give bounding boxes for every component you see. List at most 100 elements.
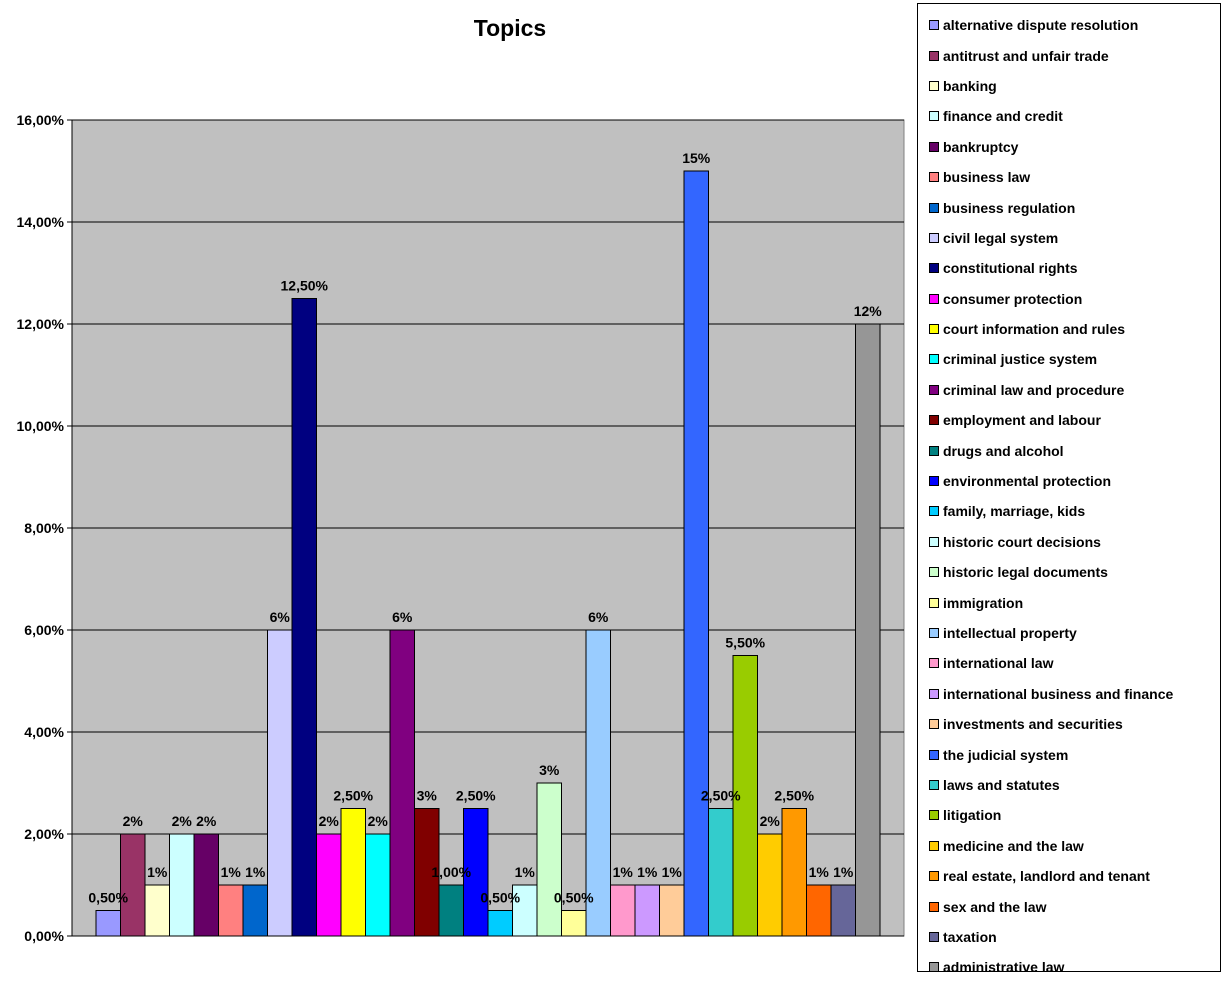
bar-data-label: 1% <box>245 864 266 880</box>
bar-data-label: 2% <box>368 813 389 829</box>
legend-label: bankruptcy <box>943 138 1019 155</box>
legend-label: intellectual property <box>943 625 1077 641</box>
legend-swatch <box>929 20 939 31</box>
legend-swatch <box>929 688 939 699</box>
legend-item: historic court decisions <box>918 527 1220 557</box>
bar-data-label: 2% <box>319 813 340 829</box>
legend-swatch <box>929 476 939 487</box>
legend-label: sex and the law <box>943 898 1047 915</box>
bar-data-label: 1% <box>221 864 242 880</box>
bar <box>193 833 219 937</box>
bar-data-label: 1% <box>613 864 634 880</box>
legend-swatch <box>929 293 939 304</box>
bar <box>242 884 268 937</box>
legend-item: bankruptcy <box>918 132 1220 162</box>
y-tick-label: 16,00% <box>17 112 65 128</box>
legend-label: immigration <box>943 594 1024 611</box>
legend-item: international law <box>918 648 1220 678</box>
legend-item: court information and rules <box>918 314 1220 344</box>
legend-swatch <box>929 172 939 183</box>
chart-title: Topics <box>474 15 546 41</box>
bar <box>95 910 121 937</box>
legend-label: family, marriage, kids <box>943 503 1086 520</box>
bar <box>144 884 170 937</box>
legend-label: business regulation <box>943 199 1076 216</box>
legend-item: intellectual property <box>918 618 1220 648</box>
legend-item: antitrust and unfair trade <box>918 40 1220 70</box>
bar <box>316 833 342 937</box>
legend-label: administrative law <box>943 959 1065 976</box>
legend-swatch <box>929 445 939 456</box>
legend-label: business law <box>943 169 1031 186</box>
bar-data-label: 0,50% <box>480 890 520 906</box>
legend-swatch <box>929 901 939 912</box>
legend-swatch <box>929 80 939 91</box>
legend-label: antitrust and unfair trade <box>943 47 1109 64</box>
bar-data-label: 2% <box>172 813 193 829</box>
bar-data-label: 3% <box>539 762 560 778</box>
legend-item: immigration <box>918 587 1220 617</box>
legend-label: criminal law and procedure <box>943 381 1125 398</box>
bar <box>732 655 758 937</box>
legend-label: finance and credit <box>943 108 1063 125</box>
y-tick-label: 4,00% <box>24 724 64 740</box>
bar-data-label: 2,50% <box>701 788 741 804</box>
bar <box>438 884 464 937</box>
bar-data-label: 6% <box>270 609 291 625</box>
bar-data-label: 12% <box>854 303 883 319</box>
legend-item: administrative law <box>918 952 1220 982</box>
bar <box>610 884 636 937</box>
legend-item: business regulation <box>918 192 1220 222</box>
legend-swatch <box>929 506 939 517</box>
legend-item: real estate, landlord and tenant <box>918 861 1220 891</box>
legend-label: drugs and alcohol <box>943 442 1064 459</box>
bar-data-label: 1% <box>515 864 536 880</box>
bar <box>659 884 685 937</box>
legend-label: criminal justice system <box>943 351 1098 368</box>
legend-item: taxation <box>918 922 1220 952</box>
legend-label: environmental protection <box>943 473 1112 490</box>
bar <box>781 808 807 937</box>
legend-item: business law <box>918 162 1220 192</box>
bar <box>561 910 587 937</box>
legend-item: sex and the law <box>918 891 1220 921</box>
bar-data-label: 3% <box>417 788 438 804</box>
legend-item: finance and credit <box>918 101 1220 131</box>
legend-label: taxation <box>943 928 997 945</box>
legend-swatch <box>929 202 939 213</box>
legend-swatch <box>929 141 939 152</box>
legend-item: international business and finance <box>918 679 1220 709</box>
bar <box>536 782 562 937</box>
legend-swatch <box>929 840 939 851</box>
legend-label: laws and statutes <box>943 776 1060 793</box>
bar <box>634 884 660 937</box>
bar <box>757 833 783 937</box>
bar-data-label: 2,50% <box>456 788 496 804</box>
y-tick-label: 12,00% <box>17 316 65 332</box>
legend-item: employment and labour <box>918 405 1220 435</box>
legend-item: the judicial system <box>918 739 1220 769</box>
bar <box>512 884 538 937</box>
legend-swatch <box>929 536 939 547</box>
bar <box>414 808 440 937</box>
y-tick-label: 14,00% <box>17 214 65 230</box>
legend-item: alternative dispute resolution <box>918 10 1220 40</box>
bar-data-label: 1% <box>147 864 168 880</box>
legend-label: court information and rules <box>943 321 1126 338</box>
bar <box>340 808 366 937</box>
bar-data-labels: 0,50%2%1%2% 2%1% 1%6%12,50%2%2,50%2%6%3%1,… <box>88 150 882 906</box>
bar-data-label: 6% <box>392 609 413 625</box>
legend-swatch <box>929 628 939 638</box>
legend-swatch <box>929 810 939 821</box>
bar <box>855 323 881 937</box>
bar-data-label: 1% <box>833 864 854 880</box>
bar-data-label: 0,50% <box>88 890 128 906</box>
legend-label: consumer protection <box>943 290 1083 307</box>
legend-label: international law <box>943 655 1054 672</box>
bar-data-label: 2% <box>123 813 144 829</box>
bar <box>487 910 513 937</box>
y-tick-label: 2,00% <box>24 826 64 842</box>
bar <box>708 808 734 937</box>
bar-data-label: 2,50% <box>774 788 814 804</box>
